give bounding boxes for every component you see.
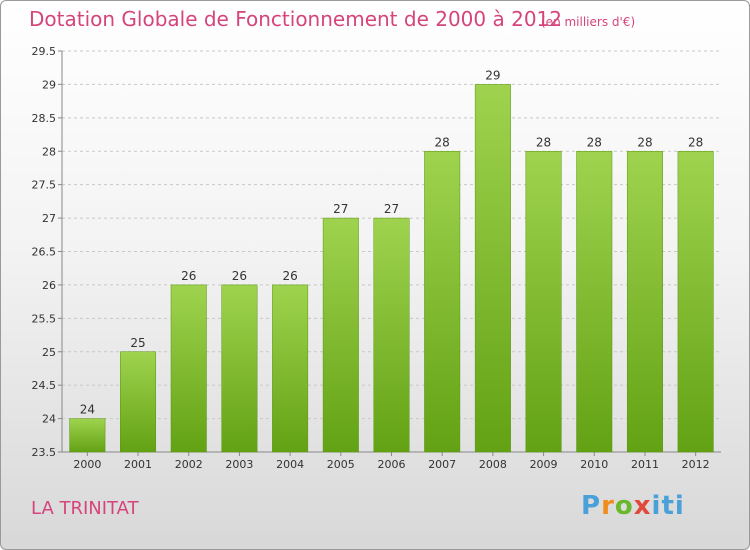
chart-unit: (en milliers d'€) <box>541 15 636 29</box>
x-tick-label: 2007 <box>428 458 456 471</box>
y-tick-label: 29 <box>42 78 56 91</box>
x-tick-label: 2011 <box>631 458 659 471</box>
x-tick-label: 2000 <box>73 458 101 471</box>
bar <box>525 151 562 453</box>
bar-value-label: 28 <box>587 135 602 149</box>
x-tick-label: 2009 <box>530 458 558 471</box>
x-tick-label: 2012 <box>682 458 710 471</box>
y-tick-label: 26.5 <box>32 246 57 259</box>
x-tick-label: 2005 <box>327 458 355 471</box>
x-tick-label: 2002 <box>175 458 203 471</box>
bar-value-label: 25 <box>130 336 145 350</box>
bar <box>322 217 359 453</box>
bar-value-label: 28 <box>688 135 703 149</box>
bar-value-label: 28 <box>637 135 652 149</box>
bar-value-label: 28 <box>435 135 450 149</box>
bar-value-label: 28 <box>536 135 551 149</box>
y-tick-label: 25 <box>42 346 56 359</box>
y-tick-label: 29.5 <box>32 45 57 58</box>
y-tick-label: 23.5 <box>32 446 57 459</box>
bars <box>69 84 714 453</box>
city-name: LA TRINITAT <box>31 498 139 519</box>
bar <box>272 284 309 453</box>
bar <box>626 151 663 453</box>
bar-value-label: 26 <box>282 269 297 283</box>
y-tick-label: 26 <box>42 279 56 292</box>
bar <box>221 284 258 453</box>
bar-value-label: 24 <box>80 403 95 417</box>
bar-value-label: 29 <box>485 68 500 82</box>
bar <box>424 151 461 453</box>
bar-value-label: 27 <box>384 202 399 216</box>
bar <box>677 151 714 453</box>
chart-title: Dotation Globale de Fonctionnement de 20… <box>29 7 562 31</box>
x-tick-label: 2004 <box>276 458 304 471</box>
y-tick-label: 28.5 <box>32 112 57 125</box>
bar <box>576 151 613 453</box>
bar <box>120 351 157 453</box>
x-tick-label: 2001 <box>124 458 152 471</box>
y-tick-label: 24.5 <box>32 379 57 392</box>
y-tick-label: 28 <box>42 145 56 158</box>
bar <box>170 284 207 453</box>
bar-value-label: 26 <box>232 269 247 283</box>
proxiti-logo: Proxiti <box>581 491 685 521</box>
y-tick-label: 24 <box>42 413 56 426</box>
x-tick-label: 2008 <box>479 458 507 471</box>
labels: 23.5 24 24.5 25 25.5 26 26.5 27 27.5 28 28.5 29 29.5… <box>32 45 710 471</box>
bar <box>69 418 106 453</box>
bar <box>373 217 410 453</box>
y-tick-label: 27.5 <box>32 179 57 192</box>
bar-value-label: 27 <box>333 202 348 216</box>
y-tick-label: 25.5 <box>32 312 57 325</box>
x-tick-label: 2003 <box>225 458 253 471</box>
x-tick-label: 2006 <box>378 458 406 471</box>
bar-value-label: 26 <box>181 269 196 283</box>
x-tick-label: 2010 <box>580 458 608 471</box>
y-tick-label: 27 <box>42 212 56 225</box>
bar <box>474 84 511 453</box>
